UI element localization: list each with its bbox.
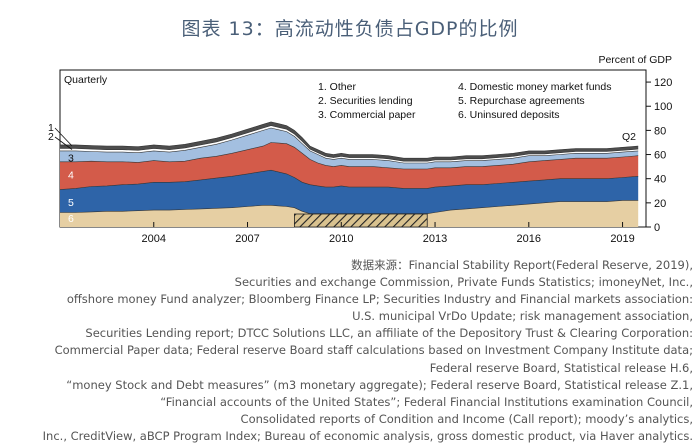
source-line: 数据来源：Financial Stability Report(Federal … (351, 258, 693, 272)
series-boundary-line (60, 142, 639, 170)
legend-entry: 4. Domestic money market funds (458, 81, 611, 93)
shaded-period (293, 213, 428, 228)
series-boundary-line (60, 121, 639, 159)
legend-entry: 2. Securities lending (318, 95, 413, 107)
source-line: Consolidated reports of Condition and In… (240, 411, 693, 426)
x-tick-label: 2010 (329, 233, 353, 245)
y-tick-label: 40 (654, 174, 666, 186)
leader-line (54, 127, 73, 147)
last-point-label: Q2 (622, 131, 636, 143)
x-tick-label: 2004 (142, 233, 166, 245)
series-number-label: 3 (68, 152, 74, 164)
source-line: “Financial accounts of the United States… (160, 394, 693, 409)
legend-entry: 6. Uninsured deposits (458, 109, 560, 121)
x-tick-label: 2013 (423, 233, 447, 245)
area-series-5 (60, 170, 639, 214)
area-series-3 (60, 128, 639, 169)
page-title: 图表 13：高流动性负债占GDP的比例 (181, 18, 519, 40)
series-boundary-line (60, 125, 639, 162)
series-number-label: 6 (68, 213, 74, 225)
leader-line (54, 136, 73, 150)
source-line: Federal reserve Board, Statistical relea… (429, 360, 693, 375)
y-tick-label: 20 (654, 198, 666, 210)
frequency-label: Quarterly (64, 74, 108, 86)
y-tick-label: 80 (654, 125, 666, 137)
series-number-label: 4 (68, 169, 74, 181)
source-line: offshore money Fund analyzer; Bloomberg … (66, 292, 693, 307)
area-series-4 (60, 142, 639, 190)
series-boundary-line (60, 127, 639, 164)
legend-entry: 3. Commercial paper (318, 109, 416, 121)
x-tick-label: 2016 (517, 233, 541, 245)
y-tick-label: 120 (654, 77, 672, 89)
x-tick-label: 2007 (235, 233, 259, 245)
series-number-label: 2 (48, 131, 54, 143)
stacked-area-chart: 2004 2007 2010 2013 2016 2019 0 20 40 60 80 100 120 P… (48, 54, 672, 245)
source-line: Inc., CreditView, aBCP Program Index; Bu… (42, 428, 693, 443)
source-line: Securities and exchange Commission, Priv… (234, 275, 693, 290)
legend-entry: 1. Other (318, 81, 356, 93)
legend-entry: 5. Repurchase agreements (458, 95, 585, 107)
source-line: Securities Lending report; DTCC Solution… (85, 326, 693, 341)
y-tick-label: 0 (654, 222, 660, 234)
series-number-label: 5 (68, 197, 74, 209)
source-line: U.S. municipal VrDo Update; risk managem… (352, 309, 693, 324)
source-notes: 数据来源：Financial Stability Report(Federal … (0, 257, 693, 445)
series-number-label: 1 (48, 122, 54, 134)
y-axis-label: Percent of GDP (598, 54, 672, 66)
y-tick-label: 60 (654, 150, 666, 162)
series-boundary-line (59, 169, 639, 190)
source-line: “money Stock and Debt measures” (m3 mone… (66, 377, 693, 392)
source-line: Commercial Paper data; Federal reserve B… (54, 343, 693, 358)
x-tick-label: 2019 (610, 233, 634, 245)
y-tick-label: 100 (654, 101, 672, 113)
